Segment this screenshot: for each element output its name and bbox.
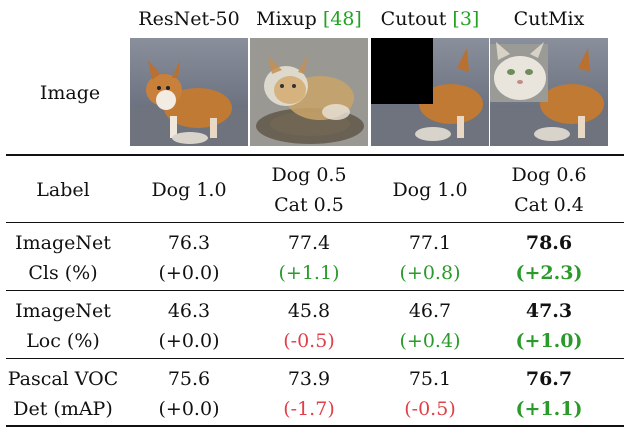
metric-title: Det (mAP) — [13, 398, 113, 420]
metric-delta: (+1.1) — [515, 398, 583, 420]
metric-delta: (+0.0) — [158, 398, 220, 420]
metric-value: 75.6 — [167, 368, 211, 390]
label-row-title: Label — [36, 179, 90, 201]
metric-delta: (+0.0) — [158, 262, 220, 284]
metric-delta: (-0.5) — [283, 330, 335, 352]
col-head-cutout: Cutout [3] — [371, 8, 489, 30]
metric-value: 78.6 — [525, 232, 573, 254]
col-head-text: CutMix — [513, 8, 585, 30]
metric-cell: 46.7 (+0.4) — [371, 296, 489, 356]
label-line: Dog 1.0 — [392, 179, 468, 201]
metric-cell: 77.1 (+0.8) — [371, 228, 489, 288]
metric-value: 76.7 — [525, 368, 573, 390]
metric-cell: 77.4 (+1.1) — [250, 228, 368, 288]
metric-cell-best: 47.3 (+1.0) — [490, 296, 608, 356]
cutmix-dog-cat-patch — [490, 38, 608, 146]
metric-row-title-loc: ImageNet Loc (%) — [6, 296, 120, 356]
metric-value: 77.4 — [287, 232, 331, 254]
col-head-cutmix: CutMix — [490, 8, 608, 30]
col-head-text: Mixup — [256, 8, 323, 30]
label-cell-cutout: Dog 1.0 — [371, 175, 489, 205]
metric-title: Pascal VOC — [7, 368, 119, 390]
label-line: Dog 0.5 — [271, 164, 347, 186]
metric-delta: (+1.1) — [278, 262, 340, 284]
metric-cell-best: 78.6 (+2.3) — [490, 228, 608, 288]
metric-delta: (+0.0) — [158, 330, 220, 352]
label-cell-resnet50: Dog 1.0 — [130, 175, 248, 205]
label-cell-cutmix: Dog 0.6 Cat 0.4 — [490, 160, 608, 220]
metric-value: 46.3 — [167, 300, 211, 322]
col-head-text: ResNet-50 — [138, 8, 240, 30]
citation-link-3[interactable]: [3] — [452, 8, 480, 30]
col-head-resnet50: ResNet-50 — [130, 8, 248, 30]
metric-delta: (-0.5) — [404, 398, 456, 420]
metric-value: 75.1 — [408, 368, 452, 390]
label-line: Cat 0.5 — [274, 194, 344, 216]
label-line: Dog 1.0 — [151, 179, 227, 201]
metric-delta: (-1.7) — [283, 398, 335, 420]
metric-cell: 45.8 (-0.5) — [250, 296, 368, 356]
metric-title: Loc (%) — [26, 330, 100, 352]
metric-delta: (+0.8) — [399, 262, 461, 284]
metric-cell: 75.1 (-0.5) — [371, 364, 489, 424]
metric-delta: (+2.3) — [515, 262, 583, 284]
metric-title: ImageNet — [15, 300, 111, 322]
mixup-dog-cat-blend — [250, 38, 368, 146]
metric-value: 76.3 — [167, 232, 211, 254]
metric-value: 46.7 — [408, 300, 452, 322]
table-rule — [6, 290, 624, 291]
metric-cell: 75.6 (+0.0) — [130, 364, 248, 424]
metric-cell: 73.9 (-1.7) — [250, 364, 368, 424]
metric-delta: (+1.0) — [515, 330, 583, 352]
label-cell-mixup: Dog 0.5 Cat 0.5 — [250, 160, 368, 220]
image-row-label: Image — [39, 82, 101, 104]
cutout-dog-black-square — [371, 38, 489, 146]
corgi-dog-photo — [130, 38, 248, 146]
table-rule — [6, 358, 624, 359]
table-rule — [6, 154, 624, 156]
metric-value: 77.1 — [408, 232, 452, 254]
label-line: Cat 0.4 — [514, 194, 584, 216]
col-head-mixup: Mixup [48] — [250, 8, 368, 30]
metric-title: Cls (%) — [28, 262, 98, 284]
label-line: Dog 0.6 — [511, 164, 587, 186]
metric-value: 45.8 — [287, 300, 331, 322]
metric-cell-best: 76.7 (+1.1) — [490, 364, 608, 424]
metric-value: 73.9 — [287, 368, 331, 390]
metric-row-title-det: Pascal VOC Det (mAP) — [6, 364, 120, 424]
metric-title: ImageNet — [15, 232, 111, 254]
metric-cell: 76.3 (+0.0) — [130, 228, 248, 288]
table-rule — [6, 425, 624, 427]
metric-row-title-cls: ImageNet Cls (%) — [6, 228, 120, 288]
col-head-text: Cutout — [380, 8, 453, 30]
table-rule — [6, 222, 624, 223]
metric-value: 47.3 — [525, 300, 573, 322]
metric-cell: 46.3 (+0.0) — [130, 296, 248, 356]
citation-link-48[interactable]: [48] — [322, 8, 362, 30]
metric-delta: (+0.4) — [399, 330, 461, 352]
